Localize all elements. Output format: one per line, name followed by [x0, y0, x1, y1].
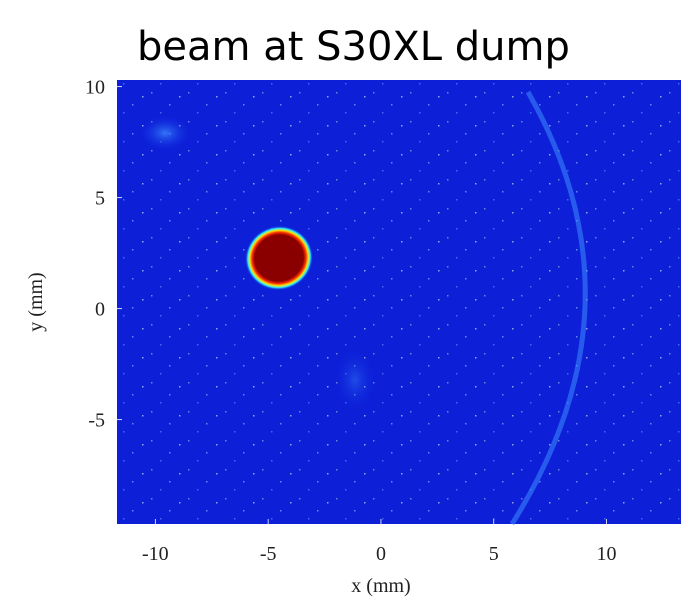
x-tick-label: 5 [489, 543, 499, 565]
image-noise [117, 80, 681, 524]
y-axis-label: y (mm) [25, 272, 47, 331]
y-tick-label: 10 [85, 77, 105, 99]
y-tick-label: 5 [95, 188, 105, 210]
x-tick-label: -10 [142, 543, 169, 565]
x-axis-label: x (mm) [351, 575, 410, 597]
chart-title: beam at S30XL dump [137, 24, 570, 70]
image-ring [509, 90, 588, 526]
plot-area [117, 80, 681, 526]
y-tick-label: -5 [88, 410, 105, 432]
x-tick-label: 10 [597, 543, 617, 565]
x-tick-label: -5 [260, 543, 277, 565]
image-haze [335, 350, 375, 410]
y-tick-label: 0 [95, 299, 105, 321]
beam-spot [245, 225, 313, 291]
image-haze [140, 116, 190, 150]
x-tick-label: 0 [376, 543, 386, 565]
